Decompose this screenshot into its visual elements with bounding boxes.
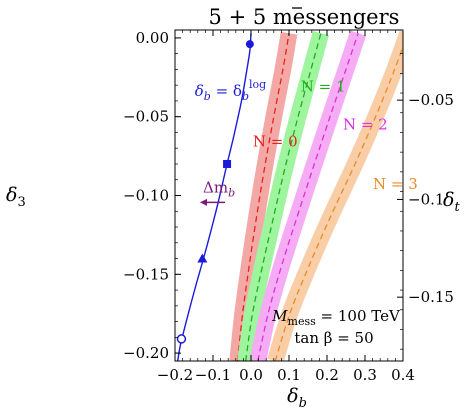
x-tick-label: 0.1 bbox=[277, 366, 301, 384]
blue-curve-layer bbox=[176, 33, 254, 361]
band-label: N = 2 bbox=[343, 115, 388, 133]
y-axis-label-right: δt bbox=[443, 189, 460, 215]
band-0-center-line bbox=[237, 33, 290, 361]
blue-curve bbox=[177, 33, 252, 361]
circle-marker bbox=[245, 40, 254, 49]
right-axis-ticks: −0.05 −0.1 −0.15 bbox=[397, 53, 454, 350]
band-label: N = 3 bbox=[373, 175, 418, 193]
blue-curve-label: δb = δblog bbox=[195, 78, 266, 103]
x-axis-ticks: −0.2 −0.1 0.0 0.1 0.2 0.3 0.4 bbox=[157, 30, 415, 384]
triangle-marker bbox=[197, 253, 208, 263]
delta-mb-label: Δmb bbox=[203, 178, 235, 199]
y-tick-label: 0.00 bbox=[136, 29, 169, 47]
right-tick-label: −0.05 bbox=[408, 91, 454, 109]
y-axis-label-left: δ3 bbox=[6, 184, 26, 210]
x-tick-label: 0.2 bbox=[315, 366, 339, 384]
band-2-center-line bbox=[257, 32, 359, 361]
y-tick-label: −0.05 bbox=[123, 108, 169, 126]
y-tick-label: −0.15 bbox=[123, 265, 169, 283]
y-axis-ticks: 0.00 −0.05 −0.10 −0.15 −0.20 bbox=[123, 29, 181, 362]
band-1-center-line bbox=[245, 33, 322, 361]
x-tick-label: 0.0 bbox=[239, 366, 263, 384]
x-tick-label: 0.3 bbox=[353, 366, 377, 384]
band-label: N = 1 bbox=[301, 77, 346, 95]
delta-mb-arrowhead bbox=[200, 198, 207, 206]
annotation-layer: N = 0 N = 1 N = 2 N = 3 δb = δblog Δmb bbox=[195, 77, 418, 206]
x-tick-label: −0.2 bbox=[157, 366, 193, 384]
x-tick-label: −0.1 bbox=[195, 366, 231, 384]
x-tick-label: 0.4 bbox=[391, 366, 415, 384]
band-label: N = 0 bbox=[253, 133, 298, 151]
band-3-center-line bbox=[274, 44, 403, 361]
y-tick-label: −0.20 bbox=[123, 344, 169, 362]
square-marker bbox=[223, 159, 232, 168]
right-tick-label: −0.1 bbox=[408, 190, 444, 208]
open-circle-marker bbox=[176, 334, 187, 344]
x-axis-label: δb bbox=[287, 385, 307, 411]
y-tick-label: −0.10 bbox=[123, 187, 169, 205]
tan-beta-label: tan β = 50 bbox=[294, 329, 373, 347]
bands-layer bbox=[229, 30, 403, 361]
mass-label: Mmess = 100 TeV bbox=[271, 307, 401, 328]
chart-title: 5 + 5 messengers bbox=[209, 5, 400, 29]
right-tick-label: −0.15 bbox=[408, 288, 454, 306]
